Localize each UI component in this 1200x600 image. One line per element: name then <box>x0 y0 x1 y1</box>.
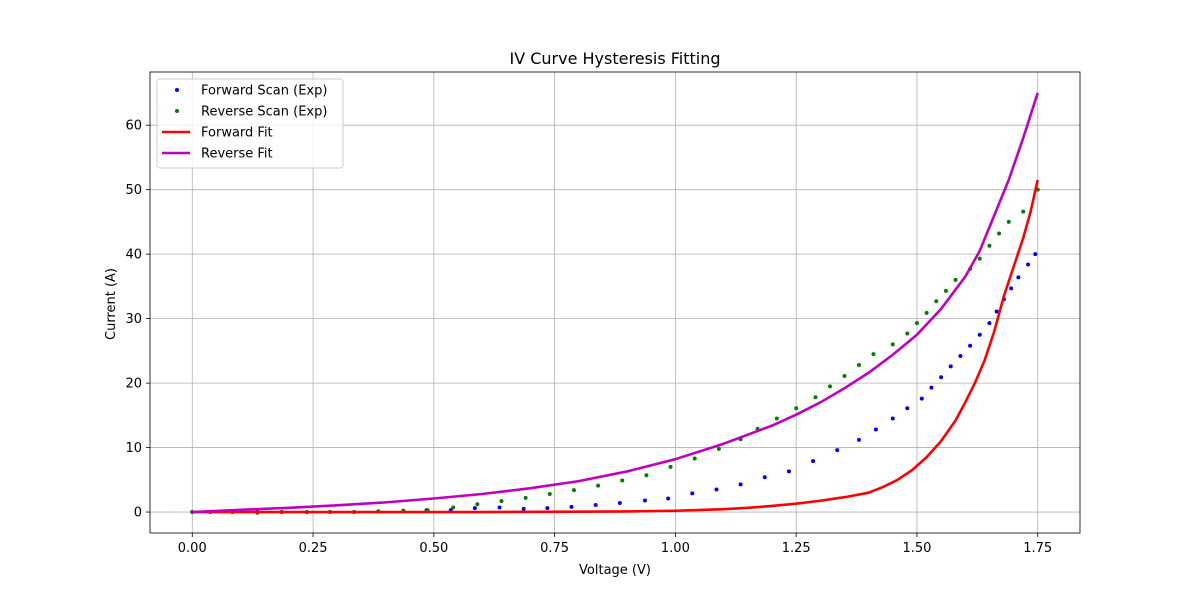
forward-scan-exp-point <box>1026 262 1031 267</box>
reverse-fit-line <box>192 92 1039 514</box>
forward-scan-exp-point <box>873 427 878 432</box>
forward-scan-exp-point <box>939 375 944 380</box>
reverse-scan-exp-point <box>953 277 958 282</box>
forward-scan-exp-point <box>617 501 622 506</box>
reverse-scan-exp-point <box>934 299 939 304</box>
y-tick-label: 60 <box>125 119 142 134</box>
forward-scan-exp-point <box>738 482 743 487</box>
reverse-scan-exp-point <box>523 495 528 500</box>
forward-scan-exp-point <box>762 475 767 480</box>
reverse-scan-exp-point <box>905 331 910 336</box>
forward-scan-exp-point <box>811 459 816 464</box>
forward-fit-line <box>192 179 1039 514</box>
forward-scan-exp-point <box>497 505 502 510</box>
x-tick-label: 0.75 <box>540 541 569 556</box>
legend-marker-forward-scan-exp <box>175 88 179 92</box>
legend: Forward Scan (Exp) Reverse Scan (Exp) Forw… <box>156 78 344 169</box>
reverse-scan-exp-point <box>716 446 721 451</box>
forward-scan-exp-point <box>1016 275 1021 280</box>
reverse-scan-exp-point <box>977 256 982 261</box>
x-axis-label: Voltage (V) <box>579 563 651 578</box>
reverse-scan-exp-point <box>827 384 832 389</box>
axes-frame <box>149 71 1081 534</box>
reverse-scan-exp-point <box>997 231 1002 236</box>
legend-label-forward-fit: Forward Fit <box>201 126 273 141</box>
forward-scan-exp-point <box>1033 252 1038 257</box>
x-tick-label: 1.50 <box>902 541 931 556</box>
forward-scan-exp-point <box>994 309 999 314</box>
forward-scan-exp-point <box>905 406 910 411</box>
reverse-scan-exp-point <box>644 473 649 478</box>
forward-scan-exp-point <box>929 385 934 390</box>
reverse-scan-exp-point <box>890 342 895 347</box>
reverse-scan-exp-point <box>943 288 948 293</box>
y-tick-label: 20 <box>125 377 142 392</box>
reverse-scan-exp-point <box>774 416 779 421</box>
reverse-scan-exp-point <box>451 505 456 510</box>
reverse-scan-exp-point <box>499 499 504 504</box>
forward-scan-exp-point <box>521 506 526 511</box>
forward-scan-exp-point <box>987 321 992 326</box>
plot-area: 0.00 0.25 0.50 0.75 1.00 1.25 1.50 1.75 0 10 20 30 4… <box>125 71 1081 556</box>
forward-scan-exp-point <box>593 502 598 507</box>
forward-scan-exp-point <box>968 343 973 348</box>
legend-label-forward-scan-exp: Forward Scan (Exp) <box>201 84 327 99</box>
x-tick-label: 1.75 <box>1023 541 1052 556</box>
reverse-scan-exp-point <box>871 352 876 357</box>
forward-scan-exp-point <box>856 437 861 442</box>
x-tick-label: 1.25 <box>782 541 811 556</box>
legend-box <box>156 78 344 169</box>
x-tick-label: 1.00 <box>661 541 690 556</box>
reverse-scan-exp-point <box>924 310 929 315</box>
forward-scan-exp-point <box>545 506 550 511</box>
legend-label-reverse-fit: Reverse Fit <box>201 147 273 162</box>
reverse-scan-exp-point <box>620 478 625 483</box>
legend-label-reverse-scan-exp: Reverse Scan (Exp) <box>201 105 327 120</box>
reverse-scan-exp-point <box>914 321 919 326</box>
reverse-scan-exp-point <box>571 488 576 493</box>
y-tick-label: 30 <box>125 312 142 327</box>
x-tick-label: 0.25 <box>299 541 328 556</box>
forward-scan-exp-point <box>919 396 924 401</box>
forward-scan-exp-point <box>714 487 719 492</box>
reverse-scan-exp-point <box>668 464 673 469</box>
forward-scan-exp-point <box>958 354 963 359</box>
y-tick-label: 50 <box>125 183 142 198</box>
reverse-scan-exp-point <box>1006 219 1011 224</box>
forward-scan-exp-point <box>642 498 647 503</box>
forward-scan-exp-point <box>977 332 982 337</box>
forward-scan-exp-point <box>666 496 671 501</box>
reverse-scan-exp-point <box>856 363 861 368</box>
reverse-scan-exp-point <box>547 491 552 496</box>
reverse-scan-exp-point <box>596 483 601 488</box>
reverse-scan-exp-point <box>813 395 818 400</box>
y-tick-label: 0 <box>134 506 142 521</box>
y-tick-label: 40 <box>125 248 142 263</box>
forward-scan-exp-point <box>835 448 840 453</box>
forward-scan-exp-point <box>1009 286 1014 291</box>
legend-marker-reverse-scan-exp <box>175 109 179 113</box>
reverse-scan-exp-point <box>692 456 697 461</box>
forward-scan-exp-point <box>786 469 791 474</box>
y-tick-label: 10 <box>125 441 142 456</box>
reverse-scan-exp-point <box>842 374 847 379</box>
reverse-scan-exp-point <box>475 502 480 507</box>
reverse-scan-exp-point <box>1021 209 1026 214</box>
forward-scan-exp-point <box>890 416 895 421</box>
y-axis-label: Current (A) <box>104 268 119 340</box>
x-tick-label: 0.50 <box>419 541 448 556</box>
forward-scan-exp-point <box>690 491 695 496</box>
chart-title: IV Curve Hysteresis Fitting <box>509 49 720 68</box>
reverse-scan-exp-point <box>794 406 799 411</box>
forward-scan-exp-point <box>569 504 574 509</box>
x-tick-label: 0.00 <box>178 541 207 556</box>
forward-scan-exp-point <box>472 506 477 511</box>
forward-scan-exp-point <box>948 364 953 369</box>
reverse-scan-exp-point <box>987 243 992 248</box>
